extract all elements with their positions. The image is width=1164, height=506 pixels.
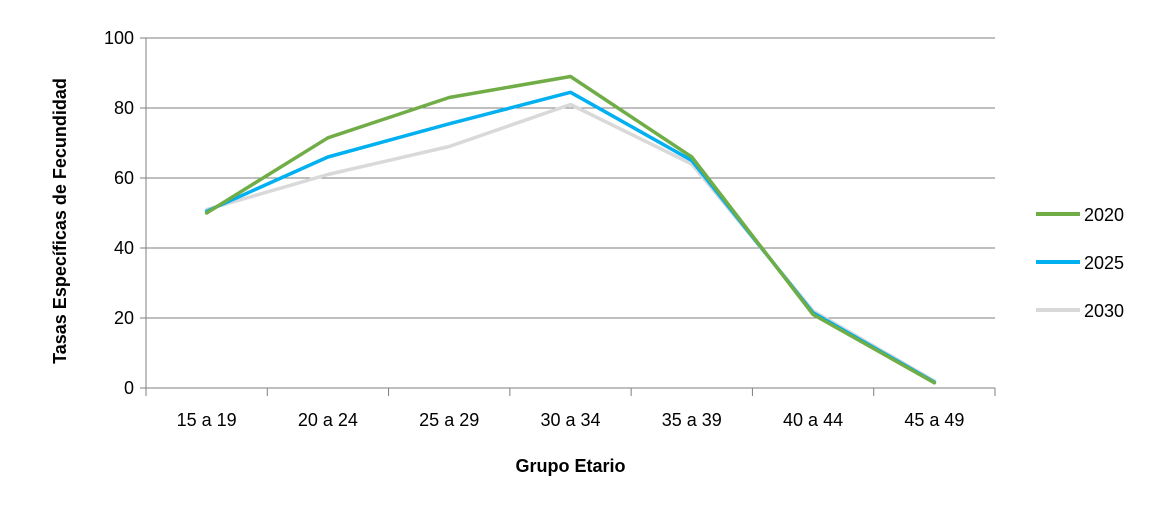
x-tick-label: 45 a 49 (904, 410, 964, 430)
line-chart: 0 20 40 60 80 100 15 a 19 20 a 24 25 a 29 30 a 3… (50, 28, 1124, 476)
series-line-2025 (204, 90, 937, 384)
x-tick-label: 20 a 24 (298, 410, 358, 430)
x-tick-label: 35 a 39 (662, 410, 722, 430)
y-tick-label: 0 (124, 378, 134, 398)
series-line-2020 (204, 74, 937, 385)
y-tick-label: 100 (104, 28, 134, 48)
y-axis-title: Tasas Específicas de Fecundidad (50, 78, 70, 364)
legend-label-2020: 2020 (1084, 205, 1124, 225)
x-tick-labels: 15 a 19 20 a 24 25 a 29 30 a 34 35 a 39 40 a … (177, 410, 965, 430)
y-tick-label: 20 (114, 308, 134, 328)
legend-label-2030: 2030 (1084, 301, 1124, 321)
x-tick-label: 25 a 29 (419, 410, 479, 430)
y-tick-label: 40 (114, 238, 134, 258)
y-tick-label: 80 (114, 98, 134, 118)
axes (140, 37, 996, 396)
chart-frame: 0 20 40 60 80 100 15 a 19 20 a 24 25 a 29 30 a 3… (8, 8, 1156, 498)
x-tick-label: 40 a 44 (783, 410, 843, 430)
gridlines (146, 37, 995, 319)
y-tick-labels: 0 20 40 60 80 100 (104, 28, 134, 398)
y-tick-label: 60 (114, 168, 134, 188)
x-axis-title: Grupo Etario (515, 456, 625, 476)
x-tick-label: 15 a 19 (177, 410, 237, 430)
legend-label-2025: 2025 (1084, 253, 1124, 273)
legend: 2020 2025 2030 (1036, 205, 1124, 321)
x-tick-label: 30 a 34 (540, 410, 600, 430)
series-lines (204, 74, 937, 385)
